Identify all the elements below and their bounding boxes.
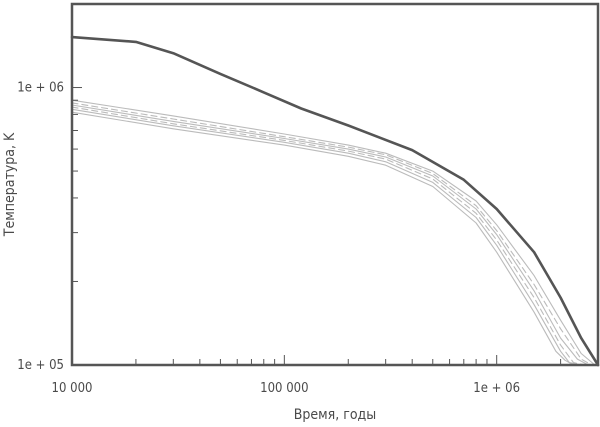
series-line-6 <box>71 108 582 366</box>
series-layer <box>70 35 600 367</box>
y-tick-label-1: 1e + 06 <box>17 81 64 96</box>
series-line-1 <box>70 35 600 367</box>
x-tick-label-0: 10 000 <box>52 381 93 396</box>
series-line-2 <box>71 99 596 366</box>
x-tick-label-2: 1e + 06 <box>473 381 520 396</box>
x-axis-tick-labels: 10 000 100 000 1e + 06 <box>52 381 521 396</box>
x-axis-title: Время, годы <box>294 407 376 423</box>
x-tick-label-1: 100 000 <box>260 381 308 396</box>
series-line-3 <box>71 102 593 366</box>
y-axis-title: Температура, K <box>2 132 18 237</box>
series-line-7 <box>71 111 575 366</box>
plot-frame <box>70 2 600 367</box>
series-line-5 <box>71 106 586 366</box>
series-line-4 <box>71 104 589 366</box>
y-axis-ticks <box>72 3 82 366</box>
y-axis-tick-labels: 1e + 05 1e + 06 <box>17 81 64 373</box>
x-axis-ticks <box>71 355 599 365</box>
y-tick-label-0: 1e + 05 <box>17 358 64 373</box>
